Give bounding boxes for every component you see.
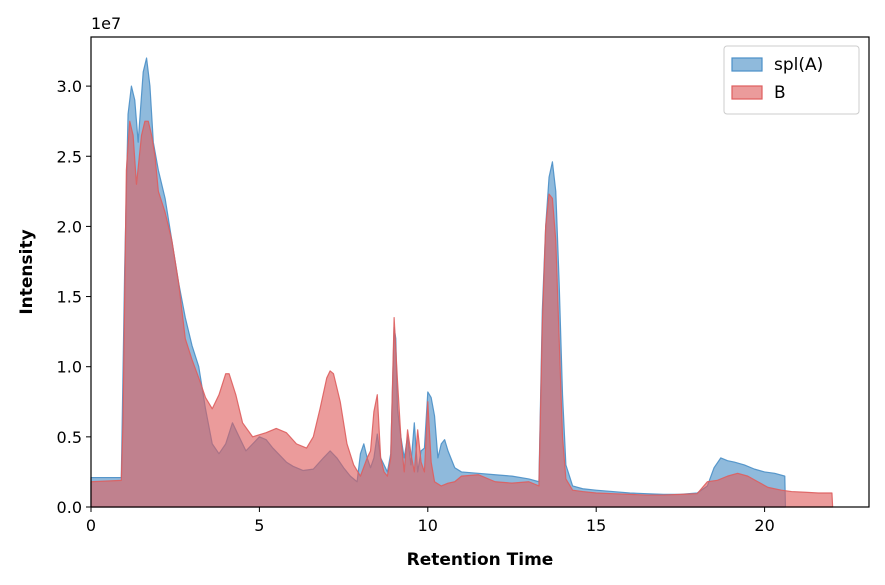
y-tick-label: 1.0 <box>57 358 82 377</box>
y-axis-ticks: 0.0 0.5 1.0 1.5 2.0 2.5 3.0 <box>57 77 91 517</box>
y-tick-label: 2.5 <box>57 147 82 166</box>
legend-label: B <box>774 83 786 103</box>
plot-frame <box>90 36 870 508</box>
x-tick-label: 5 <box>254 516 264 535</box>
x-tick-label: 10 <box>418 516 438 535</box>
area-series-group <box>90 57 834 508</box>
x-tick-label: 0 <box>86 516 96 535</box>
x-axis-title: Retention Time <box>407 550 554 570</box>
y-axis-title: Intensity <box>17 229 37 314</box>
x-tick-label: 20 <box>754 516 774 535</box>
legend: spl(A) B <box>723 45 860 115</box>
y-axis-offset-label: 1e7 <box>91 14 121 33</box>
y-tick-label: 2.0 <box>57 217 82 236</box>
x-tick-label: 15 <box>586 516 606 535</box>
y-tick-label: 1.5 <box>57 288 82 307</box>
legend-label: spl(A) <box>774 55 823 75</box>
legend-swatch <box>731 57 763 72</box>
y-tick-label: 0.5 <box>57 428 82 447</box>
legend-swatch <box>731 85 763 100</box>
x-axis-ticks: 0 5 10 15 20 <box>86 507 775 535</box>
y-tick-label: 3.0 <box>57 77 82 96</box>
y-tick-label: 0.0 <box>57 498 82 517</box>
area-series-1 <box>90 120 834 508</box>
